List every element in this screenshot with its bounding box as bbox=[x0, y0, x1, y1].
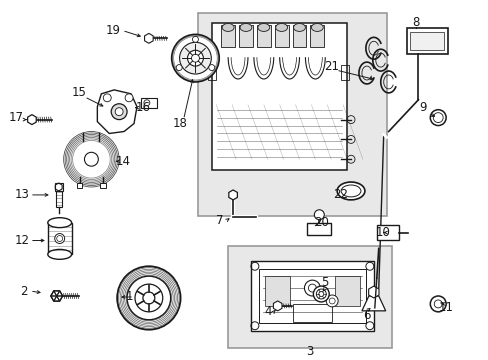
Polygon shape bbox=[368, 286, 378, 298]
Ellipse shape bbox=[275, 23, 287, 31]
Polygon shape bbox=[361, 296, 385, 311]
Text: 21: 21 bbox=[323, 60, 338, 73]
Bar bbox=[56, 191, 61, 207]
Text: 4: 4 bbox=[264, 305, 271, 318]
Text: 5: 5 bbox=[321, 276, 328, 289]
Circle shape bbox=[84, 152, 98, 166]
Text: 6: 6 bbox=[363, 309, 370, 322]
Text: 17: 17 bbox=[9, 111, 23, 124]
Bar bbox=[239, 26, 252, 47]
Bar bbox=[100, 183, 106, 188]
Circle shape bbox=[55, 234, 64, 243]
Circle shape bbox=[103, 94, 111, 102]
Ellipse shape bbox=[293, 23, 305, 31]
Bar bbox=[292, 304, 331, 322]
Polygon shape bbox=[273, 301, 282, 311]
Circle shape bbox=[125, 94, 133, 102]
Circle shape bbox=[176, 64, 182, 71]
Text: 9: 9 bbox=[419, 101, 426, 114]
Ellipse shape bbox=[311, 23, 323, 31]
Bar bbox=[141, 98, 157, 108]
Bar bbox=[221, 26, 235, 47]
Bar bbox=[212, 23, 346, 170]
Bar bbox=[307, 223, 330, 235]
Bar bbox=[341, 65, 348, 80]
Bar bbox=[48, 223, 71, 255]
Bar bbox=[77, 183, 82, 188]
Bar bbox=[198, 13, 386, 216]
Bar bbox=[409, 32, 443, 50]
Text: 7: 7 bbox=[216, 214, 224, 227]
Bar bbox=[228, 247, 391, 347]
Text: 3: 3 bbox=[305, 345, 312, 358]
Text: 10: 10 bbox=[375, 226, 390, 239]
Text: 20: 20 bbox=[313, 216, 328, 229]
Bar bbox=[256, 26, 270, 47]
Ellipse shape bbox=[240, 23, 251, 31]
Text: 16: 16 bbox=[135, 101, 150, 114]
Circle shape bbox=[127, 276, 170, 320]
Ellipse shape bbox=[48, 249, 71, 259]
Text: 22: 22 bbox=[333, 188, 348, 201]
Text: 2: 2 bbox=[20, 284, 28, 297]
Circle shape bbox=[429, 296, 445, 312]
Circle shape bbox=[135, 284, 163, 312]
Circle shape bbox=[304, 280, 320, 296]
Circle shape bbox=[179, 42, 211, 74]
Circle shape bbox=[208, 64, 214, 71]
Bar bbox=[264, 276, 289, 306]
Bar bbox=[310, 26, 324, 47]
Circle shape bbox=[171, 35, 219, 82]
Bar bbox=[208, 65, 216, 80]
Bar bbox=[258, 269, 365, 323]
Circle shape bbox=[143, 100, 149, 106]
Bar bbox=[274, 26, 288, 47]
Polygon shape bbox=[228, 190, 237, 200]
Bar bbox=[250, 261, 373, 331]
Polygon shape bbox=[97, 90, 137, 134]
Ellipse shape bbox=[222, 23, 234, 31]
Circle shape bbox=[111, 104, 127, 120]
Text: 18: 18 bbox=[173, 117, 188, 130]
Text: 14: 14 bbox=[115, 155, 130, 168]
Circle shape bbox=[314, 210, 324, 220]
Circle shape bbox=[187, 50, 203, 66]
Bar bbox=[292, 26, 306, 47]
Text: 12: 12 bbox=[15, 234, 29, 247]
Text: 15: 15 bbox=[72, 86, 87, 99]
Text: 1: 1 bbox=[125, 291, 133, 303]
Ellipse shape bbox=[257, 23, 269, 31]
Text: 13: 13 bbox=[15, 188, 29, 201]
Bar bbox=[334, 276, 359, 306]
Ellipse shape bbox=[48, 218, 71, 228]
Circle shape bbox=[316, 289, 325, 299]
Ellipse shape bbox=[336, 182, 364, 200]
Circle shape bbox=[192, 36, 198, 42]
Circle shape bbox=[115, 108, 123, 116]
Text: 8: 8 bbox=[412, 16, 419, 29]
Circle shape bbox=[325, 295, 337, 307]
Circle shape bbox=[429, 110, 445, 126]
Text: 11: 11 bbox=[438, 301, 453, 314]
Bar bbox=[376, 225, 398, 240]
Bar bbox=[406, 28, 447, 54]
Text: 19: 19 bbox=[105, 24, 121, 37]
Bar bbox=[55, 183, 62, 191]
Circle shape bbox=[72, 140, 110, 178]
Circle shape bbox=[313, 286, 328, 302]
